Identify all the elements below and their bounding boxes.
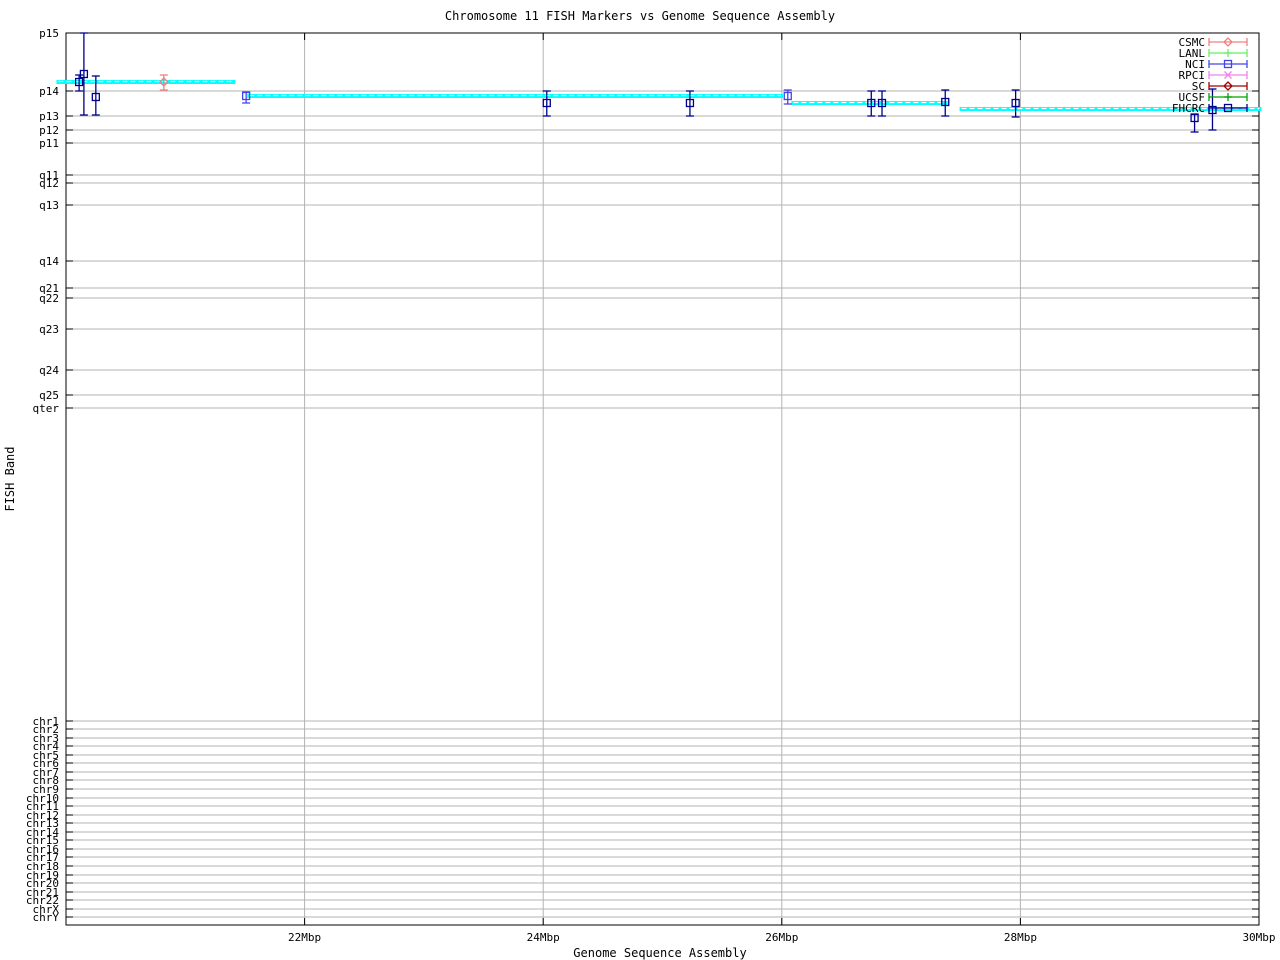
y-tick-label: chr16 xyxy=(26,843,59,856)
legend-label-CSMC: CSMC xyxy=(1179,36,1206,49)
y-tick-label: q21 xyxy=(39,282,59,295)
data-point-FHCRC xyxy=(685,98,695,108)
legend-label-FHCRC: FHCRC xyxy=(1172,102,1205,115)
data-point-CSMC xyxy=(158,77,169,87)
legend-label-LANL: LANL xyxy=(1179,47,1206,60)
y-tick-label: chr6 xyxy=(33,757,60,770)
y-tick-label: chr4 xyxy=(33,740,60,753)
y-tick-label: chr11 xyxy=(26,800,59,813)
data-point-FHCRC xyxy=(74,77,84,87)
legend-marker-NCI xyxy=(1223,59,1233,69)
x-tick-label: 26Mbp xyxy=(765,931,798,944)
data-point-NCI xyxy=(241,91,251,101)
data-point-FHCRC xyxy=(867,98,876,108)
legend-label-NCI: NCI xyxy=(1185,58,1205,71)
chart-title: Chromosome 11 FISH Markers vs Genome Seq… xyxy=(444,9,836,23)
y-tick-label: chr22 xyxy=(26,894,59,907)
y-tick-label: chr14 xyxy=(26,826,59,839)
y-tick-label: q13 xyxy=(39,199,59,212)
y-tick-label: chr1 xyxy=(33,715,60,728)
y-tick-label: chr5 xyxy=(33,749,60,762)
data-point-FHCRC xyxy=(877,98,887,108)
x-axis-title: Genome Sequence Assembly xyxy=(573,946,747,960)
y-tick-label: q25 xyxy=(39,389,59,402)
data-point-FHCRC xyxy=(542,98,551,108)
y-tick-label: chr3 xyxy=(33,732,60,745)
plot-border xyxy=(65,32,1260,926)
y-tick-label: p12 xyxy=(39,124,59,137)
y-tick-label: q11 xyxy=(39,169,59,182)
y-tick-label: chr2 xyxy=(33,723,60,736)
assembly-segment xyxy=(56,80,236,84)
y-tick-label: q23 xyxy=(39,323,59,336)
x-tick-label: 22Mbp xyxy=(288,931,321,944)
y-tick-label: qter xyxy=(33,402,60,415)
legend-marker-FHCRC xyxy=(1223,103,1233,113)
y-tick-label: chr20 xyxy=(26,877,59,890)
data-point-NCI xyxy=(783,91,792,101)
data-point-FHCRC xyxy=(79,69,89,79)
y-tick-label: p14 xyxy=(39,85,59,98)
legend-label-SC: SC xyxy=(1192,80,1205,93)
y-tick-label: chr7 xyxy=(33,766,60,779)
y-tick-label: chr8 xyxy=(33,774,60,787)
y-tick-label: chr15 xyxy=(26,834,59,847)
x-tick-label: 24Mbp xyxy=(527,931,560,944)
y-tick-label: p11 xyxy=(39,137,59,150)
legend-label-RPCI: RPCI xyxy=(1179,69,1206,82)
y-tick-label: chrY xyxy=(33,911,60,924)
y-tick-label: q24 xyxy=(39,364,59,377)
legend-marker-RPCI xyxy=(1224,71,1232,79)
y-tick-label: chr17 xyxy=(26,851,59,864)
y-axis-title: FISH Band xyxy=(3,446,17,512)
y-tick-label: chr21 xyxy=(26,886,59,899)
data-point-FHCRC xyxy=(941,97,950,107)
y-tick-label: chrX xyxy=(33,903,60,916)
y-tick-label: q14 xyxy=(39,255,59,268)
legend-marker-CSMC xyxy=(1223,37,1233,47)
y-tick-label: chr19 xyxy=(26,869,59,882)
y-tick-label: chr13 xyxy=(26,817,59,830)
y-tick-label: chr10 xyxy=(26,792,59,805)
data-point-FHCRC xyxy=(91,92,100,102)
x-tick-label: 28Mbp xyxy=(1004,931,1037,944)
data-point-FHCRC xyxy=(1011,98,1020,108)
y-tick-label: chr9 xyxy=(33,783,60,796)
y-tick-label: q22 xyxy=(39,292,59,305)
y-tick-label: chr12 xyxy=(26,809,59,822)
y-tick-label: chr18 xyxy=(26,860,59,873)
legend-marker-SC xyxy=(1223,81,1233,91)
x-tick-label: 30Mbp xyxy=(1242,931,1275,944)
y-tick-label: q12 xyxy=(39,177,59,190)
y-tick-label: p15 xyxy=(39,27,59,40)
data-point-FHCRC xyxy=(1190,113,1199,123)
y-tick-label: p13 xyxy=(39,110,59,123)
legend-label-UCSF: UCSF xyxy=(1179,91,1206,104)
